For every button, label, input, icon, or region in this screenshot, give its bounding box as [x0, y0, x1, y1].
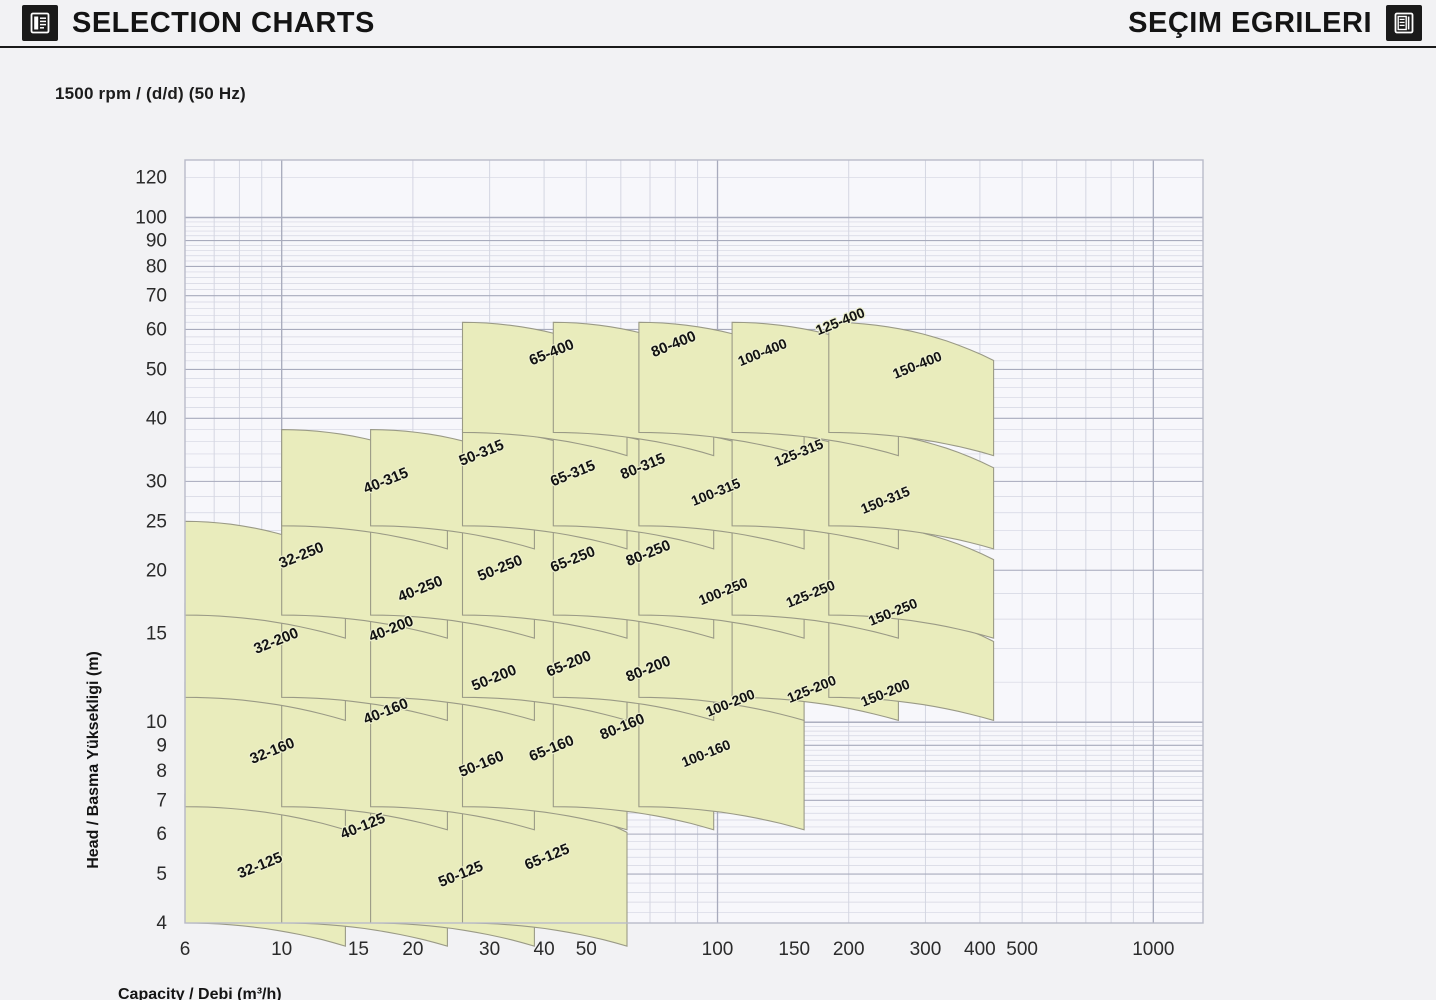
y-axis-tick-label: 10 [146, 712, 167, 733]
y-axis-tick-label: 9 [156, 735, 167, 756]
y-axis-tick-label: 8 [156, 761, 167, 782]
x-axis-title: Capacity / Debi (m³/h) [118, 986, 282, 1000]
y-axis-tick-label: 25 [146, 511, 167, 532]
x-axis-tick-label: 30 [479, 939, 500, 960]
y-axis-tick-label: 50 [146, 359, 167, 380]
plot-border [184, 159, 1204, 924]
page-title-left: SELECTION CHARTS [72, 6, 375, 39]
y-axis-tick-label: 120 [135, 168, 167, 189]
document-list-icon [22, 5, 58, 41]
y-axis-tick-label: 20 [146, 560, 167, 581]
header-right-group: SEÇIM EGRILERI [1128, 5, 1422, 41]
y-axis-tick-label: 15 [146, 623, 167, 644]
page-title-right: SEÇIM EGRILERI [1128, 6, 1372, 39]
x-axis-ticks: 6 10 15 20 30 40 50 100 150 200 300 400 500 1000 [180, 939, 1175, 960]
x-axis-tick-label: 15 [348, 939, 369, 960]
y-axis-tick-label: 5 [156, 864, 167, 885]
x-axis-tick-label: 100 [702, 939, 734, 960]
chart-subtitle: 1500 rpm / (d/d) (50 Hz) [55, 84, 246, 103]
y-axis-tick-label: 30 [146, 471, 167, 492]
x-axis-tick-label: 500 [1006, 939, 1038, 960]
selection-chart-svg: 32-12540-12550-12565-12532-16040-16050-1… [85, 159, 1204, 1000]
y-axis-tick-label: 7 [156, 790, 167, 811]
x-axis-tick-label: 20 [402, 939, 423, 960]
y-axis-tick-label: 100 [135, 208, 167, 229]
y-axis-tick-label: 4 [156, 913, 167, 934]
selection-chart: 32-125 40-125 50-125 65-125 32-160 40-160 50-1… [0, 130, 1436, 1000]
header-left-group: SELECTION CHARTS [22, 5, 375, 41]
x-axis-tick-label: 300 [910, 939, 942, 960]
y-axis-tick-label: 40 [146, 408, 167, 429]
x-axis-tick-label: 10 [271, 939, 292, 960]
y-axis-title: Head / Basma Yüksekligi (m) [85, 651, 102, 869]
y-axis-tick-label: 80 [146, 256, 167, 277]
x-axis-tick-label: 50 [576, 939, 597, 960]
pump-envelope [828, 321, 995, 457]
x-axis-tick-label: 40 [534, 939, 555, 960]
document-list-icon [1386, 5, 1422, 41]
pump-envelope-regions [184, 321, 995, 947]
y-axis-tick-label: 6 [156, 824, 167, 845]
x-axis-tick-label: 1000 [1132, 939, 1174, 960]
page-header: SELECTION CHARTS SEÇIM EGRILERI [0, 0, 1436, 48]
y-axis-tick-label: 70 [146, 286, 167, 307]
x-axis-tick-label: 150 [778, 939, 810, 960]
x-axis-tick-label: 400 [964, 939, 996, 960]
x-axis-tick-label: 6 [180, 939, 191, 960]
y-axis-tick-label: 90 [146, 231, 167, 252]
y-axis-tick-label: 60 [146, 319, 167, 340]
x-axis-tick-label: 200 [833, 939, 865, 960]
